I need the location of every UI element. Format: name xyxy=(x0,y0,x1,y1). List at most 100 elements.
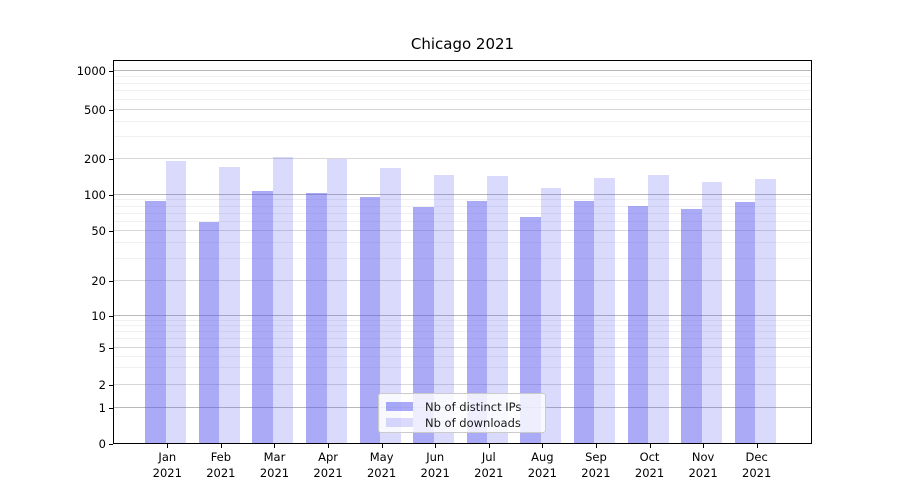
gridline-minor xyxy=(114,242,811,244)
legend-swatch-distinct-ips xyxy=(386,402,413,411)
x-tick-mark-sep xyxy=(595,444,597,448)
gridline-minor xyxy=(114,367,811,369)
legend-label-distinct-ips: Nb of distinct IPs xyxy=(425,399,522,414)
x-tick-mark-apr xyxy=(328,444,330,448)
x-tick-mark-mar xyxy=(274,444,276,448)
y-tick-mark-500 xyxy=(109,110,113,111)
x-axis-tick-label: Jan 2021 xyxy=(139,450,195,481)
gridline-50 xyxy=(114,230,811,231)
gridline-minor xyxy=(114,220,811,222)
gridline-200 xyxy=(114,157,811,159)
gridline-minor xyxy=(114,98,811,100)
y-axis-tick-label: 5 xyxy=(98,340,106,355)
x-label-month: Apr xyxy=(318,450,338,464)
y-tick-mark-5 xyxy=(109,347,113,349)
x-label-year: 2021 xyxy=(259,465,290,480)
bar-distinct-ips-jul xyxy=(466,200,488,443)
bar-downloads-jul xyxy=(487,175,508,443)
x-axis-tick-label: Nov 2021 xyxy=(675,450,731,481)
bar-distinct-ips-dec xyxy=(734,201,756,443)
gridline-minor xyxy=(114,120,811,122)
bar-downloads-mar xyxy=(272,157,294,443)
x-label-month: Mar xyxy=(263,450,286,464)
x-label-month: Feb xyxy=(210,450,232,464)
y-tick-mark-200 xyxy=(109,158,113,160)
y-axis-tick-label: 0 xyxy=(98,437,106,451)
y-axis-tick-label: 20 xyxy=(91,274,106,288)
gridline-500 xyxy=(114,109,811,110)
y-tick-mark-1000 xyxy=(109,71,113,72)
x-tick-mark-feb xyxy=(220,444,222,448)
bar-distinct-ips-may xyxy=(359,196,381,443)
bar-downloads-oct xyxy=(648,175,669,443)
x-tick-mark-oct xyxy=(649,444,651,448)
x-tick-mark-may xyxy=(381,444,383,448)
bar-distinct-ips-nov xyxy=(681,208,702,443)
x-axis-tick-label: Mar 2021 xyxy=(246,450,302,481)
gridline-minor xyxy=(114,212,811,214)
gridline-100 xyxy=(114,194,811,195)
legend-item-distinct-ips: Nb of distinct IPs xyxy=(386,399,538,414)
bar-downloads-dec xyxy=(755,179,776,443)
y-tick-mark-50 xyxy=(109,231,113,232)
x-tick-mark-aug xyxy=(542,444,544,448)
x-label-year: 2021 xyxy=(527,465,557,480)
x-label-year: 2021 xyxy=(688,465,718,480)
x-axis-tick-label: Sep 2021 xyxy=(568,450,624,481)
legend-swatch-downloads xyxy=(386,418,413,427)
gridline-minor xyxy=(114,75,811,77)
x-axis-tick-label: Apr 2021 xyxy=(300,450,356,481)
x-tick-mark-jun xyxy=(435,444,437,448)
x-tick-mark-jan xyxy=(167,444,169,448)
plot-area xyxy=(113,60,812,444)
gridline-minor xyxy=(114,205,811,207)
gridline-minor xyxy=(114,331,811,333)
y-axis-tick-label: 2 xyxy=(98,377,106,392)
x-axis-tick-label: Oct 2021 xyxy=(622,450,678,481)
legend-label-downloads: Nb of downloads xyxy=(425,415,521,430)
bar-distinct-ips-aug xyxy=(520,217,541,443)
bar-distinct-ips-apr xyxy=(306,192,327,443)
y-tick-mark-10 xyxy=(109,316,113,317)
bar-downloads-jan xyxy=(165,160,187,443)
bar-downloads-sep xyxy=(594,177,615,443)
x-label-year: 2021 xyxy=(206,465,236,480)
x-label-year: 2021 xyxy=(152,465,182,480)
y-tick-mark-1 xyxy=(109,408,113,409)
y-axis-tick-label: 1000 xyxy=(76,64,106,78)
y-axis-tick-label: 50 xyxy=(91,224,106,238)
gridline-minor xyxy=(114,136,811,138)
bar-downloads-feb xyxy=(219,166,240,443)
gridline-minor xyxy=(114,325,811,327)
x-label-month: Jul xyxy=(481,450,496,464)
x-tick-mark-nov xyxy=(703,444,705,448)
gridline-2 xyxy=(114,383,811,385)
y-axis-tick-label: 100 xyxy=(84,188,106,202)
bar-downloads-aug xyxy=(540,188,562,443)
gridline-minor xyxy=(114,82,811,84)
x-label-year: 2021 xyxy=(742,465,772,480)
x-axis-tick-label: Aug 2021 xyxy=(514,450,570,481)
x-label-year: 2021 xyxy=(634,465,665,480)
x-axis-tick-label: Feb 2021 xyxy=(193,450,249,481)
x-axis-tick-label: Dec 2021 xyxy=(729,450,785,481)
bar-distinct-ips-sep xyxy=(573,201,595,443)
y-axis-tick-label: 200 xyxy=(84,151,106,166)
y-axis-tick-label: 10 xyxy=(91,309,106,323)
bar-distinct-ips-mar xyxy=(252,190,273,443)
x-label-month: May xyxy=(369,450,394,464)
x-label-month: Nov xyxy=(691,450,715,464)
legend-item-downloads: Nb of downloads xyxy=(386,415,538,430)
gridline-minor xyxy=(114,319,811,321)
x-label-month: Aug xyxy=(531,450,554,464)
legend: Nb of distinct IPs Nb of downloads xyxy=(378,393,546,433)
bar-distinct-ips-feb xyxy=(198,222,220,443)
x-tick-mark-jul xyxy=(488,444,490,448)
y-tick-mark-100 xyxy=(109,195,113,196)
gridline-minor xyxy=(114,338,811,340)
gridline-1000 xyxy=(114,70,811,71)
y-tick-mark-2 xyxy=(109,384,113,386)
gridline-minor xyxy=(114,355,811,357)
x-label-year: 2021 xyxy=(313,465,343,480)
